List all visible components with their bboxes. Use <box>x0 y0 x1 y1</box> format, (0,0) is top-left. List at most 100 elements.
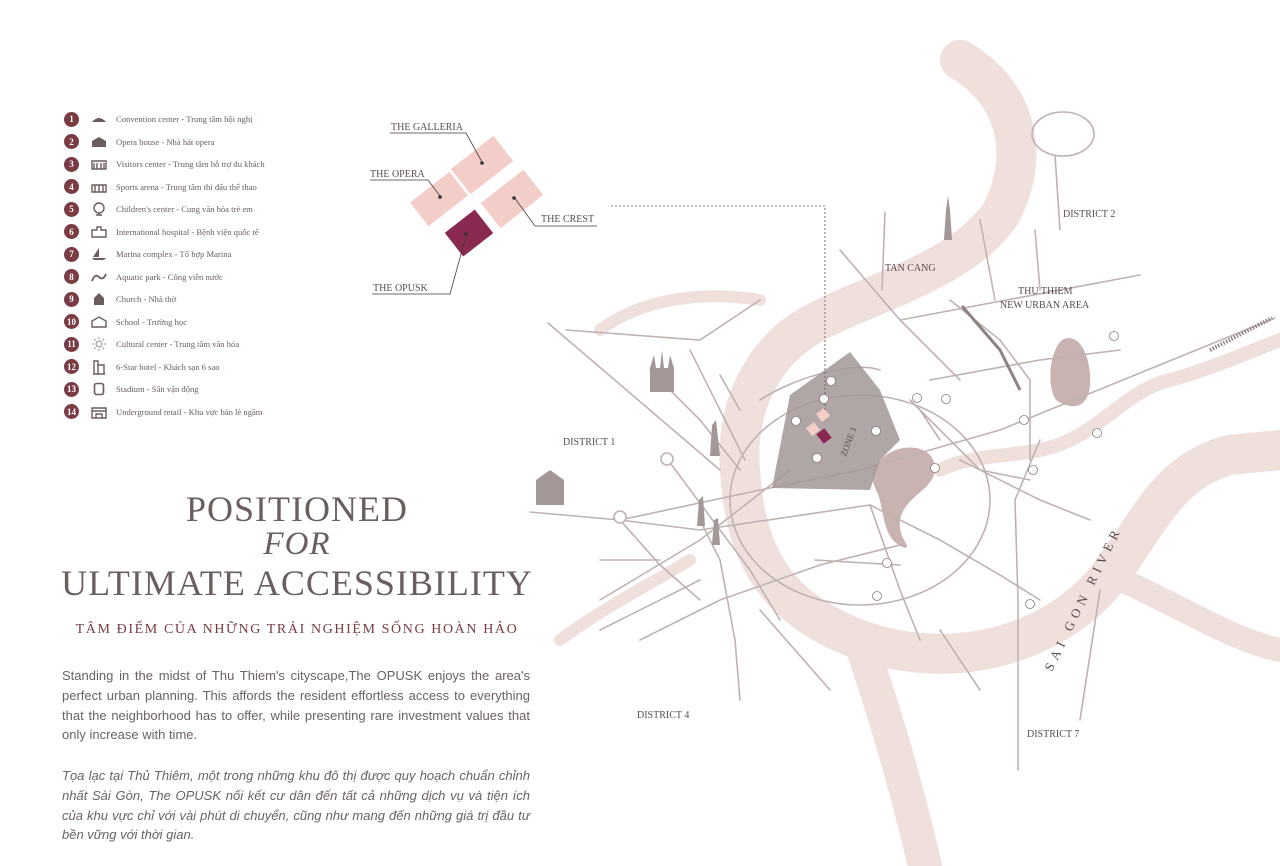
church-icon <box>90 292 108 306</box>
visitors-icon <box>90 157 108 171</box>
legend-number: 4 <box>64 179 79 195</box>
headline-subtitle: TÂM ĐIỂM CỦA NHỮNG TRẢI NGHIỆM SỐNG HOÀN… <box>75 622 519 637</box>
legend-number: 11 <box>64 336 79 352</box>
convention-icon <box>90 112 108 126</box>
site-pointer <box>611 205 826 412</box>
interchange-loop <box>1031 111 1095 157</box>
opera-icon <box>90 135 108 149</box>
opusk-site-light <box>805 421 821 437</box>
tan-cang-label: TAN CANG <box>885 263 936 274</box>
tower-icon <box>697 496 705 526</box>
legend-label: Marina complex - Tổ hợp Marina <box>116 249 232 260</box>
map-markers <box>791 331 1119 609</box>
body-english: Standing in the midst of Thu Thiem's cit… <box>62 668 530 743</box>
stadium-icon <box>90 382 108 396</box>
bitexco-icon <box>710 420 720 456</box>
galleria-block <box>450 135 514 195</box>
legend-label: Convention center - Trung tâm hội nghị <box>116 114 253 125</box>
marina-basin <box>872 447 935 548</box>
retail-icon <box>90 405 108 419</box>
legend-item: 10 School - Trường học <box>64 311 294 334</box>
legend-item: 4 Sports arena - Trung tâm thi đấu thể t… <box>64 176 294 199</box>
legend-item: 14 Underground retail - Khu vực bán lẻ n… <box>64 401 294 424</box>
legend-number: 7 <box>64 246 79 262</box>
legend-label: Cultural center - Trung tâm văn hóa <box>116 339 240 350</box>
legend-label: International hospital - Bệnh viện quốc … <box>116 226 259 237</box>
hotel-icon <box>90 360 108 375</box>
sun-icon <box>90 337 108 352</box>
legend-number: 2 <box>64 134 79 150</box>
legend-item: 8 Aquatic park - Công viên nước <box>64 266 294 289</box>
headline-line-1: POSITIONED <box>186 489 408 529</box>
headline-line-3: ULTIMATE ACCESSIBILITY <box>61 563 533 603</box>
body-vietnamese: Tọa lạc tại Thủ Thiêm, một trong những k… <box>62 768 530 843</box>
legend-label: Stadium - Sân vận động <box>116 384 199 395</box>
legend-item: 11 Cultural center - Trung tâm văn hóa <box>64 333 294 356</box>
opusk-label: THE OPUSK <box>373 283 429 294</box>
landmark81-icon <box>944 196 952 240</box>
legend-item: 6 International hospital - Bệnh viện quố… <box>64 221 294 244</box>
landmark-icons <box>536 196 952 545</box>
crest-block <box>480 169 544 229</box>
legend-number: 14 <box>64 404 79 420</box>
legend-label: School - Trường học <box>116 316 188 327</box>
legend-number: 12 <box>64 359 79 375</box>
city-hall-icon <box>536 470 564 505</box>
legend-label: 6-Star hotel - Khách sạn 6 sao <box>116 361 220 372</box>
headline-line-2: FOR <box>263 526 331 562</box>
amenities-legend: 1 Convention center - Trung tâm hội nghị… <box>64 108 294 423</box>
legend-item: 1 Convention center - Trung tâm hội nghị <box>64 108 294 131</box>
wave-icon <box>90 270 108 284</box>
thu-thiem-bridge <box>960 305 1022 391</box>
roundabout <box>613 510 627 524</box>
roundabout <box>660 452 674 466</box>
school-icon <box>90 315 108 329</box>
legend-label: Children's center - Cung văn hóa trẻ em <box>116 204 253 215</box>
legend-label: Visitors center - Trung tâm hỗ trợ du kh… <box>116 159 265 170</box>
opusk-site-dark <box>816 428 832 444</box>
hospital-icon <box>90 225 108 239</box>
legend-item: 2 Opera house - Nhà hát opera <box>64 131 294 154</box>
legend-number: 3 <box>64 156 79 172</box>
legend-number: 5 <box>64 201 79 217</box>
globe-icon <box>90 202 108 216</box>
legend-item: 3 Visitors center - Trung tâm hỗ trợ du … <box>64 153 294 176</box>
district-1-label: DISTRICT 1 <box>563 437 615 448</box>
zone-1-area <box>772 352 900 490</box>
legend-label: Aquatic park - Công viên nước <box>116 271 223 282</box>
opusk-block <box>444 209 494 257</box>
tower2-icon <box>712 518 720 545</box>
crest-label: THE CREST <box>541 214 594 225</box>
legend-number: 13 <box>64 381 79 397</box>
legend-item: 13 Stadium - Sân vận động <box>64 378 294 401</box>
block-leaders <box>370 132 597 295</box>
cathedral-icon <box>650 350 674 392</box>
district-4-label: DISTRICT 4 <box>637 710 689 721</box>
legend-label: Opera house - Nhà hát opera <box>116 136 215 147</box>
opusk-site-light <box>815 407 831 423</box>
legend-label: Sports arena - Trung tâm thi đấu thể tha… <box>116 181 257 192</box>
legend-number: 6 <box>64 224 79 240</box>
sports-icon <box>90 180 108 194</box>
legend-number: 1 <box>64 111 79 127</box>
rail-track <box>1209 316 1273 352</box>
legend-item: 7 Marina complex - Tổ hợp Marina <box>64 243 294 266</box>
district-2-label: DISTRICT 2 <box>1063 209 1115 220</box>
district-7-label: DISTRICT 7 <box>1027 729 1079 740</box>
legend-item: 5 Children's center - Cung văn hóa trẻ e… <box>64 198 294 221</box>
legend-number: 8 <box>64 269 79 285</box>
galleria-label: THE GALLERIA <box>391 122 464 133</box>
legend-label: Church - Nhà thờ <box>116 294 177 305</box>
opera-label: THE OPERA <box>370 169 426 180</box>
legend-number: 10 <box>64 314 79 330</box>
new-urban-area-label: NEW URBAN AREA <box>1000 300 1090 311</box>
opera-block <box>410 171 468 227</box>
legend-label: Underground retail - Khu vực bán lẻ ngầm <box>116 406 263 417</box>
legend-number: 9 <box>64 291 79 307</box>
sailboat-icon <box>90 247 108 261</box>
thu-thiem-label: THU THIEM <box>1018 286 1073 297</box>
block-diagram <box>410 135 544 257</box>
legend-item: 9 Church - Nhà thờ <box>64 288 294 311</box>
legend-item: 12 6-Star hotel - Khách sạn 6 sao <box>64 356 294 379</box>
